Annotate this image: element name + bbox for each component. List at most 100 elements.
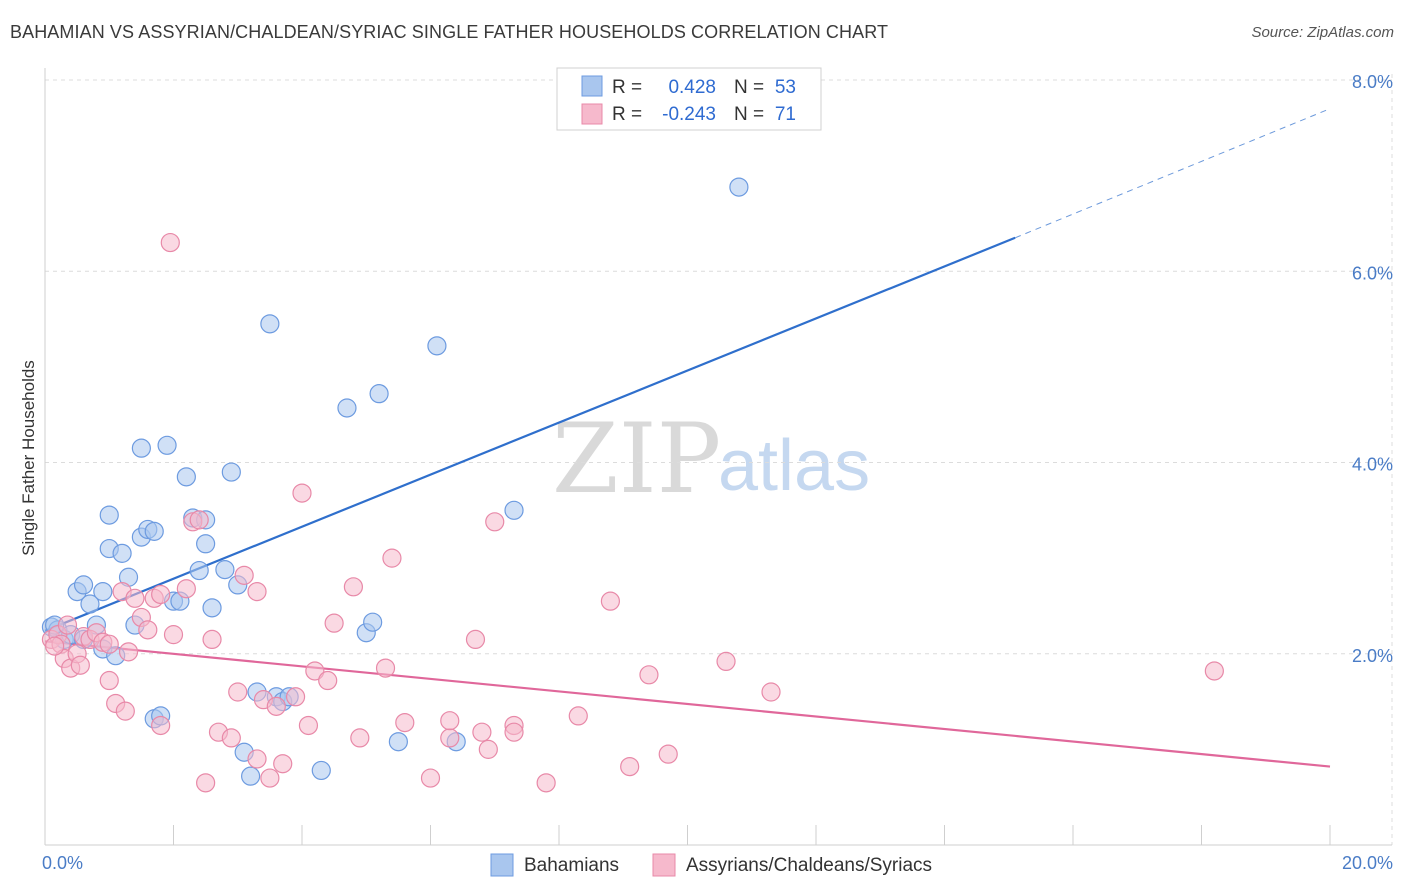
chart-title: BAHAMIAN VS ASSYRIAN/CHALDEAN/SYRIAC SIN… <box>10 22 889 42</box>
point-assyrians <box>285 687 306 707</box>
point-assyrians <box>600 591 621 611</box>
point-assyrians <box>292 483 312 503</box>
point-assyrians <box>382 548 402 568</box>
point-assyrians <box>343 577 363 597</box>
point-assyrians <box>465 629 486 650</box>
point-bahamians <box>176 467 196 487</box>
point-assyrians <box>266 696 286 716</box>
legend-top: R = 0.428 N = 53 R = -0.243 N = 71 <box>556 67 822 131</box>
legend-bottom-swatch-blue <box>490 853 514 877</box>
point-assyrians <box>298 715 319 736</box>
point-assyrians <box>247 749 267 769</box>
legend-r-value-1: 0.428 <box>668 77 716 98</box>
point-assyrians <box>440 711 460 731</box>
point-bahamians <box>311 760 331 781</box>
point-bahamians <box>337 398 357 418</box>
point-assyrians <box>247 581 267 602</box>
point-assyrians <box>196 773 216 793</box>
point-assyrians <box>228 682 248 702</box>
point-bahamians <box>73 575 94 595</box>
point-bahamians <box>80 594 100 614</box>
point-assyrians <box>260 768 280 788</box>
point-assyrians <box>163 625 184 645</box>
legend-n-value-2: 71 <box>775 104 796 125</box>
legend-bottom-label-bahamians: Bahamians <box>524 855 619 876</box>
point-bahamians <box>729 177 749 197</box>
point-bahamians <box>260 314 280 334</box>
point-bahamians <box>131 438 151 458</box>
watermark-atlas: atlas <box>718 426 870 506</box>
point-assyrians <box>536 773 556 793</box>
point-assyrians <box>160 232 180 253</box>
legend-n-label-1: N = <box>734 77 764 98</box>
point-bahamians <box>363 612 383 632</box>
point-assyrians <box>658 744 678 764</box>
point-assyrians <box>395 712 415 733</box>
legend-r-value-2: -0.243 <box>662 104 716 125</box>
legend-bottom-label-assyrians: Assyrians/Chaldeans/Syriacs <box>686 855 932 876</box>
point-assyrians <box>189 510 209 530</box>
point-assyrians <box>99 634 119 654</box>
point-assyrians <box>70 655 90 675</box>
point-assyrians <box>761 682 781 702</box>
trend-line-assyrians <box>44 640 1331 768</box>
point-bahamians <box>241 766 261 786</box>
point-assyrians <box>138 620 158 640</box>
point-assyrians <box>639 665 659 685</box>
point-bahamians <box>369 384 389 404</box>
point-assyrians <box>202 629 222 650</box>
point-assyrians <box>176 579 196 599</box>
legend-bottom: Bahamians Assyrians/Chaldeans/Syriacs <box>490 853 932 877</box>
point-assyrians <box>273 754 293 774</box>
y-tick-label: 4.0% <box>1352 455 1393 475</box>
legend-n-value-1: 53 <box>775 77 796 98</box>
point-assyrians <box>118 642 139 662</box>
x-tick-label-min: 0.0% <box>42 853 83 873</box>
point-bahamians <box>196 534 216 554</box>
point-bahamians <box>202 598 222 618</box>
legend-swatch-pink <box>581 103 603 125</box>
grid-lines <box>45 74 1393 845</box>
point-assyrians <box>151 584 171 605</box>
point-assyrians <box>620 756 640 777</box>
point-assyrians <box>115 701 135 721</box>
point-bahamians <box>99 505 119 525</box>
point-assyrians <box>350 728 370 748</box>
point-bahamians <box>215 559 235 580</box>
point-assyrians <box>221 728 241 748</box>
point-bahamians <box>157 435 177 455</box>
point-bahamians <box>388 732 408 752</box>
point-assyrians <box>472 722 492 742</box>
point-assyrians <box>305 661 325 681</box>
point-assyrians <box>420 768 441 788</box>
point-assyrians <box>57 615 78 635</box>
legend-r-label-2: R = <box>612 104 642 125</box>
point-assyrians <box>151 715 171 736</box>
point-bahamians <box>93 581 113 602</box>
legend-swatch-blue <box>581 75 603 97</box>
data-points <box>41 177 1224 793</box>
chart-source: Source: ZipAtlas.com <box>1251 24 1394 41</box>
point-bahamians <box>112 543 132 563</box>
point-assyrians <box>1204 661 1224 681</box>
legend-n-label-2: N = <box>734 104 764 125</box>
watermark-zip: ZIP <box>552 403 721 515</box>
point-assyrians <box>99 670 119 691</box>
point-bahamians <box>427 336 447 356</box>
x-tick-label-max: 20.0% <box>1342 853 1393 873</box>
y-tick-label: 2.0% <box>1352 646 1393 666</box>
point-bahamians <box>144 521 164 541</box>
trend-line-bahamians-extension <box>1014 108 1331 239</box>
point-assyrians <box>504 722 524 742</box>
legend-r-label-1: R = <box>612 77 642 98</box>
point-assyrians <box>45 636 65 656</box>
point-bahamians <box>189 560 209 581</box>
point-assyrians <box>318 670 338 691</box>
point-assyrians <box>234 565 254 585</box>
axes: 2.0% 4.0% 6.0% 8.0% 0.0% 20.0% <box>42 68 1393 873</box>
y-axis-label: Single Father Households <box>19 360 38 556</box>
point-assyrians <box>324 613 344 633</box>
point-assyrians <box>485 512 505 532</box>
y-tick-label: 8.0% <box>1352 72 1393 92</box>
